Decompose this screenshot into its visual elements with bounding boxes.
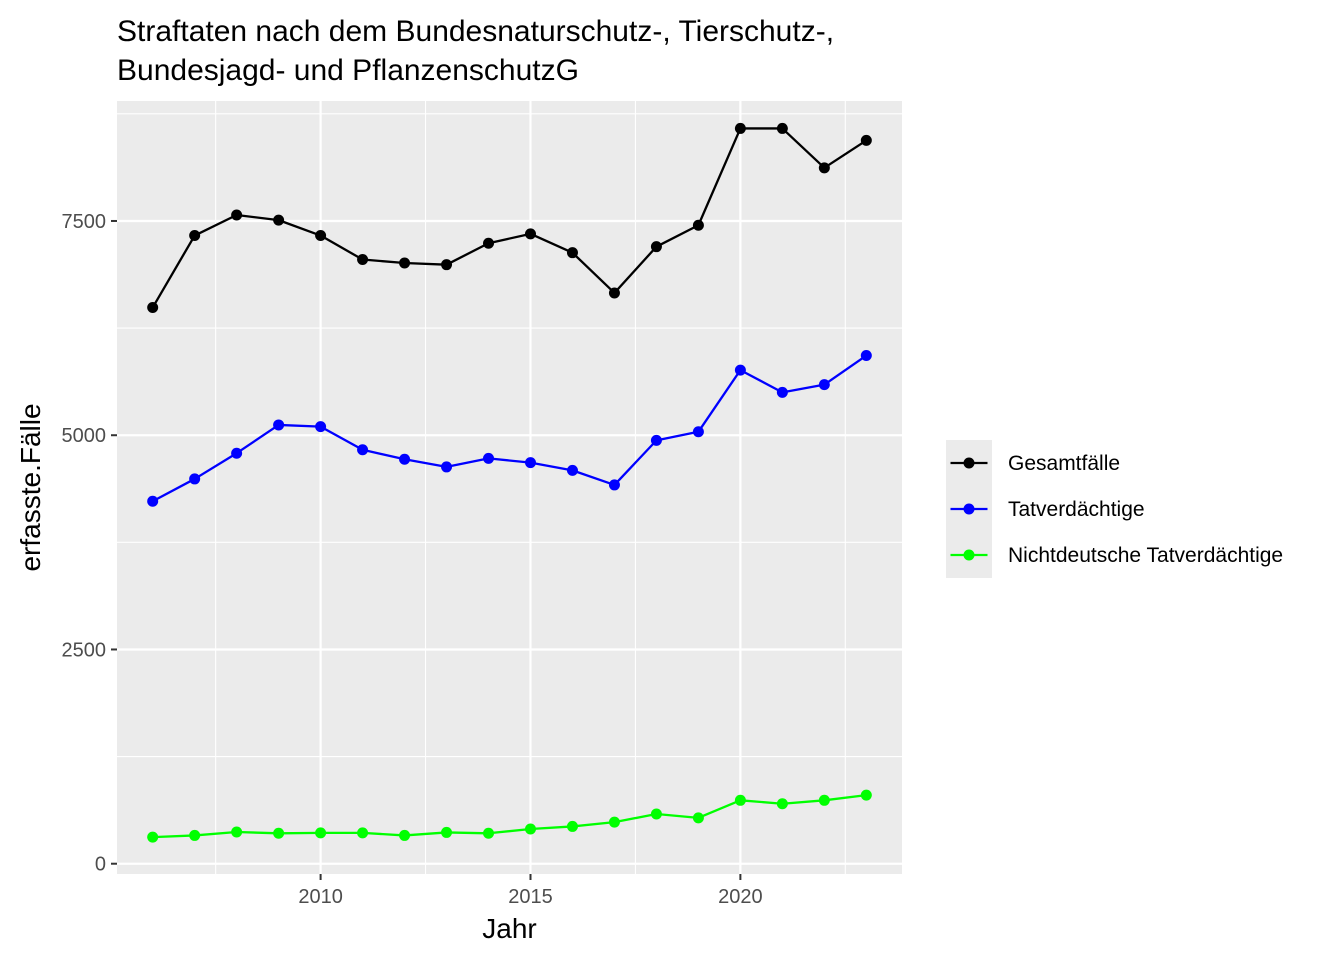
- legend-item-1-label: Gesamtfälle: [1008, 452, 1120, 475]
- series-3-point: [734, 794, 746, 806]
- series-1-point: [399, 257, 411, 269]
- y-axis-title: erfasste.Fälle: [15, 403, 46, 571]
- series-3-point: [399, 829, 411, 841]
- series-3-point: [483, 827, 495, 839]
- series-1-point: [692, 219, 704, 231]
- series-1-point: [147, 302, 159, 314]
- series-2-point: [692, 426, 704, 438]
- x-tick-label: 2010: [298, 886, 343, 908]
- y-tick-label: 5000: [62, 425, 107, 447]
- series-3-point: [818, 794, 830, 806]
- series-2-point: [189, 473, 201, 485]
- legend-item-2-label: Tatverdächtige: [1008, 498, 1145, 521]
- x-tick-label: 2020: [718, 886, 763, 908]
- series-1-point: [524, 228, 536, 240]
- series-3-line: [152, 794, 867, 839]
- series-1-point: [483, 237, 495, 249]
- series-3-point: [692, 812, 704, 824]
- x-tick-label: 2015: [508, 886, 553, 908]
- series-1-point: [231, 209, 243, 221]
- chart-title-line-1: Straftaten nach dem Bundesnaturschutz-, …: [117, 15, 834, 48]
- x-tick-labels: 2010 2015 2020: [298, 886, 762, 908]
- series-2-point: [315, 421, 327, 433]
- series-1-point: [315, 230, 327, 242]
- series-2-point: [566, 464, 578, 476]
- series-1-point: [818, 162, 830, 174]
- series-1-point: [441, 259, 453, 271]
- series-1-point: [566, 247, 578, 259]
- series-3-point: [189, 829, 201, 841]
- series-3-point: [357, 827, 369, 839]
- series-3-point: [860, 789, 872, 801]
- series-1-point: [776, 122, 788, 134]
- series-2-point: [818, 379, 830, 391]
- series-3-point: [608, 816, 620, 828]
- series-3-point: [273, 827, 285, 839]
- series-1-point: [734, 122, 746, 134]
- series-2-point: [357, 444, 369, 456]
- legend: Gesamtfälle Tatverdächtige Nichtdeutsche T…: [950, 452, 1283, 567]
- series-3-point: [776, 798, 788, 810]
- series-2-point: [231, 447, 243, 459]
- series-1-line: [151, 127, 867, 309]
- series-1-point: [357, 254, 369, 266]
- major-gridlines: [117, 101, 902, 874]
- series-layer: [147, 122, 872, 843]
- series-2-point: [650, 434, 662, 446]
- series-2-point: [483, 452, 495, 464]
- series-2-point: [734, 364, 746, 376]
- y-tick-label: 7500: [62, 211, 107, 233]
- series-3-point: [441, 826, 453, 838]
- series-3-point: [524, 823, 536, 835]
- y-tick-label: 0: [95, 854, 106, 876]
- axis-ticks: [111, 219, 742, 880]
- series-1-point: [189, 230, 201, 242]
- chart-title-line-2: Bundesjagd- und PflanzenschutzG: [117, 54, 579, 87]
- series-1-point: [273, 214, 285, 226]
- series-2-point: [860, 350, 872, 362]
- series-2-point: [608, 479, 620, 491]
- series-3-point: [147, 831, 159, 843]
- x-axis-title: Jahr: [482, 913, 536, 944]
- minor-gridlines: [117, 101, 902, 874]
- y-tick-label: 2500: [62, 639, 107, 661]
- legend-item-1-key-point: [963, 457, 975, 469]
- series-2-point: [524, 457, 536, 469]
- series-1-point: [860, 134, 872, 146]
- series-3-point: [231, 826, 243, 838]
- series-3-point: [566, 820, 578, 832]
- series-2-point: [441, 461, 453, 473]
- series-1-point: [650, 241, 662, 253]
- series-1-point: [608, 287, 620, 299]
- series-3-point: [315, 827, 327, 839]
- legend-item-2-key-point: [963, 503, 975, 515]
- y-tick-labels: 0 2500 5000 7500: [62, 211, 107, 876]
- series-2-point: [399, 453, 411, 465]
- legend-item-3-label: Nichtdeutsche Tatverdächtige: [1008, 544, 1283, 567]
- series-3-point: [650, 808, 662, 820]
- series-2-point: [147, 495, 159, 507]
- series-2-point: [776, 386, 788, 398]
- series-2-point: [273, 419, 285, 431]
- legend-item-3-key-point: [963, 549, 975, 561]
- plot-panel: [117, 101, 902, 874]
- series-2-line: [152, 354, 867, 503]
